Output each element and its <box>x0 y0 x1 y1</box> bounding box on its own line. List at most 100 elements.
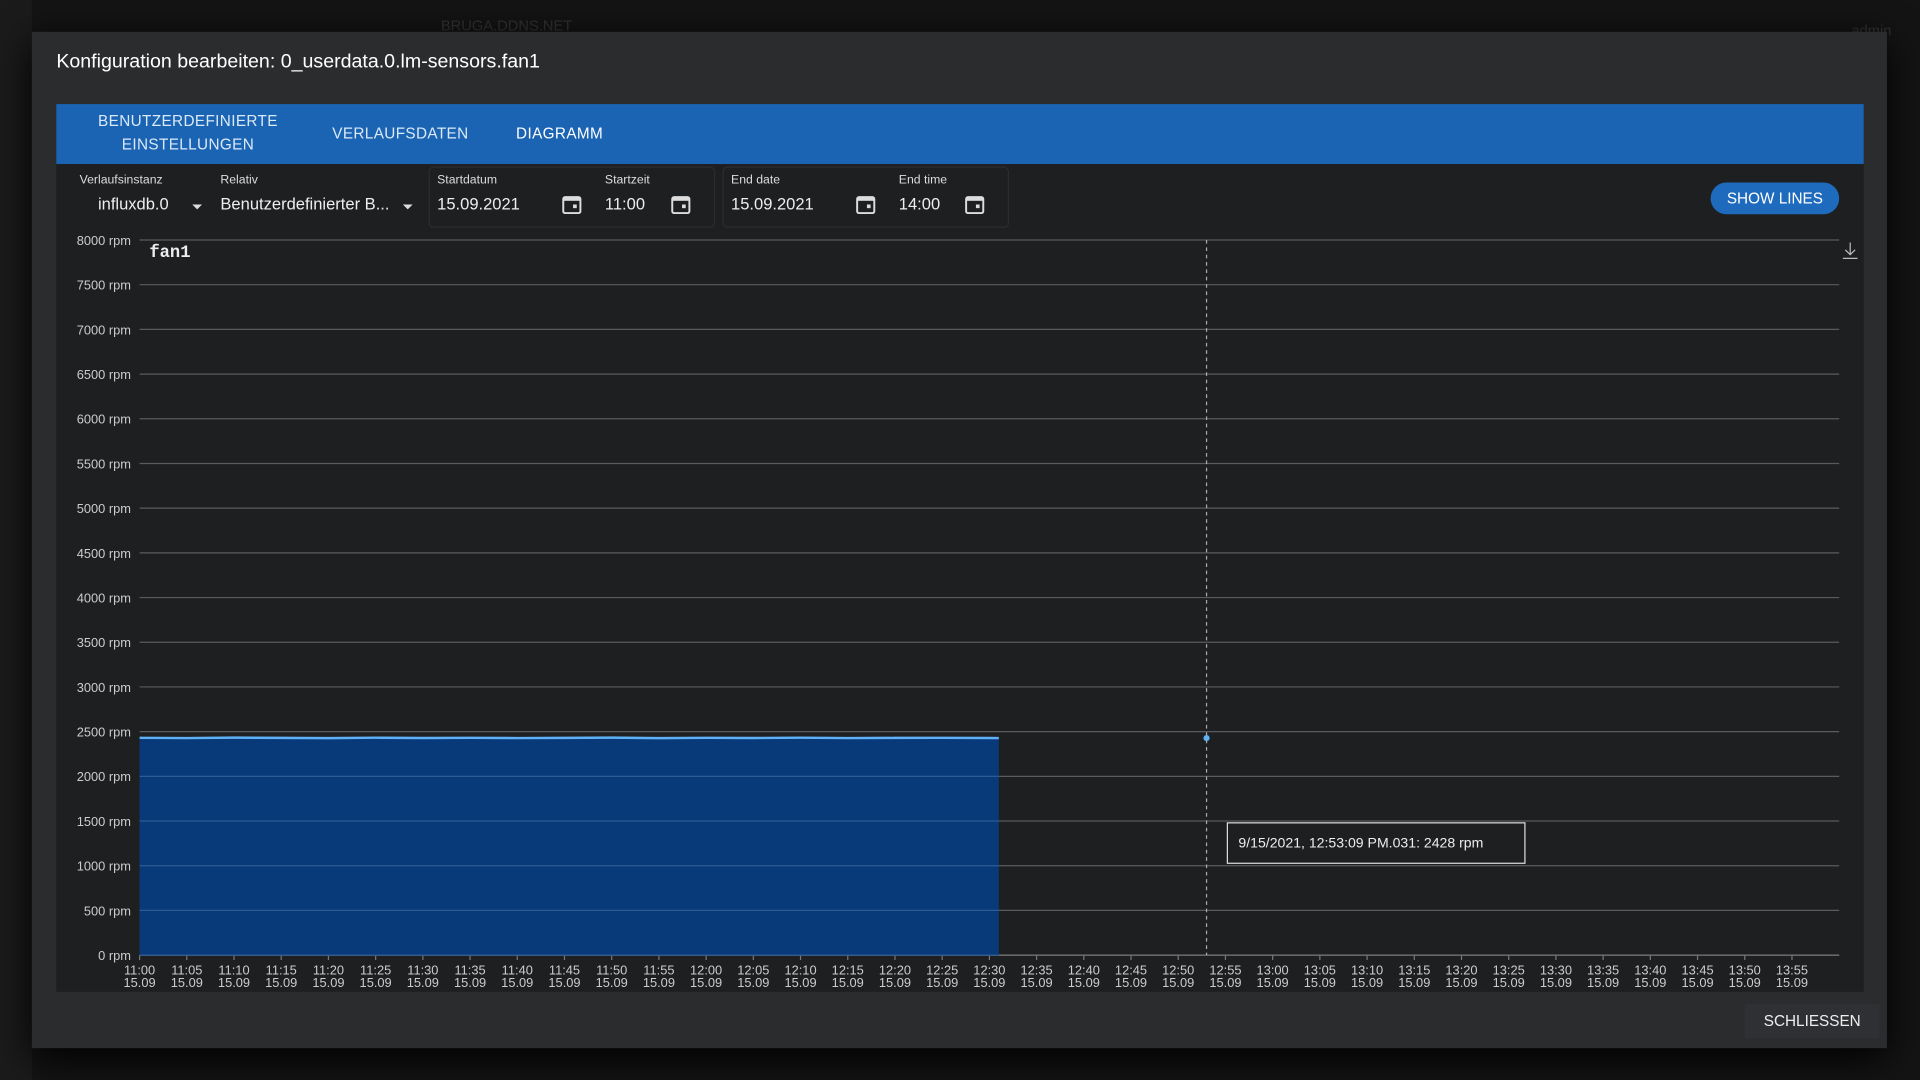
field-label: Relativ <box>220 173 258 188</box>
x-tick-label: 13:45 <box>1681 963 1713 978</box>
x-tick-label: 12:10 <box>784 963 816 978</box>
x-tick-date: 15.09 <box>1115 975 1147 990</box>
x-tick-date: 15.09 <box>407 975 439 990</box>
y-tick-label: 7500 rpm <box>77 278 131 293</box>
x-tick-date: 15.09 <box>1729 975 1761 990</box>
button-label: SCHLIESSEN <box>1763 1012 1861 1030</box>
area-line <box>139 736 999 740</box>
x-tick-label: 12:20 <box>879 963 911 978</box>
y-tick-label: 3000 rpm <box>77 680 131 695</box>
x-tick-label: 12:35 <box>1021 963 1053 978</box>
download-icon <box>1842 242 1858 259</box>
field-label: End time <box>898 173 948 188</box>
x-tick-date: 15.09 <box>360 975 392 990</box>
x-tick-date: 15.09 <box>1351 975 1383 990</box>
x-tick-date: 15.09 <box>124 975 156 990</box>
x-tick-label: 13:15 <box>1398 963 1430 978</box>
y-tick-label: 1000 rpm <box>77 859 131 874</box>
x-tick-label: 13:30 <box>1540 963 1572 978</box>
tab[interactable]: BENUTZERDEFINIERTE EINSTELLUNGEN <box>98 112 278 154</box>
x-tick-date: 15.09 <box>171 975 203 990</box>
x-tick-date: 15.09 <box>1257 975 1289 990</box>
x-tick-label: 13:05 <box>1304 963 1336 978</box>
x-tick-label: 13:10 <box>1351 963 1383 978</box>
y-tick-label: 6500 rpm <box>77 367 131 382</box>
x-tick-label: 11:05 <box>171 963 202 978</box>
field-label: Verlaufsinstanz <box>79 173 163 188</box>
tooltip-box <box>1226 822 1526 864</box>
x-tick-label: 13:20 <box>1445 963 1477 978</box>
x-tick-date: 15.09 <box>1162 975 1194 990</box>
close-button[interactable]: SCHLIESSEN <box>1744 1004 1880 1039</box>
y-tick-label: 4000 rpm <box>77 590 131 605</box>
x-tick-label: 12:25 <box>926 963 958 978</box>
x-tick-label: 12:50 <box>1162 963 1194 978</box>
x-tick-date: 15.09 <box>1681 975 1713 990</box>
field-value[interactable]: 15.09.2021 <box>437 194 520 214</box>
cursor-point <box>1203 735 1210 742</box>
y-tick-label: 0 rpm <box>98 948 131 963</box>
tab-active[interactable]: DIAGRAMM <box>516 124 604 143</box>
x-tick-label: 13:25 <box>1493 963 1525 978</box>
x-tick-date: 15.09 <box>926 975 958 990</box>
x-tick-label: 12:40 <box>1068 963 1100 978</box>
field-value[interactable]: influxdb.0 <box>97 194 169 214</box>
tab-bar: BENUTZERDEFINIERTE EINSTELLUNGEN VERLAUF… <box>56 104 1864 165</box>
y-tick-label: 8000 rpm <box>77 233 131 248</box>
tab[interactable]: VERLAUFSDATEN <box>332 124 469 143</box>
x-tick-label: 11:35 <box>454 963 485 978</box>
x-tick-date: 15.09 <box>1445 975 1477 990</box>
area-fill <box>139 737 999 956</box>
x-tick-label: 12:00 <box>690 963 722 978</box>
y-tick-label: 5000 rpm <box>77 501 131 516</box>
x-tick-label: 12:05 <box>737 963 769 978</box>
calendar-icon <box>563 197 581 201</box>
tooltip-text: 9/15/2021, 12:53:09 PM.031: 2428 rpm <box>1238 834 1483 850</box>
field-label: Startzeit <box>604 173 650 188</box>
calendar-icon <box>573 204 577 209</box>
x-tick-date: 15.09 <box>1776 975 1808 990</box>
dropdown-arrow <box>192 204 203 210</box>
x-tick-label: 13:50 <box>1729 963 1761 978</box>
x-tick-label: 11:00 <box>124 963 155 978</box>
x-tick-date: 15.09 <box>218 975 250 990</box>
x-tick-label: 11:40 <box>502 963 533 978</box>
field-value[interactable]: 14:00 <box>898 194 941 214</box>
x-tick-label: 11:20 <box>313 963 344 978</box>
x-tick-date: 15.09 <box>548 975 580 990</box>
chart: fan1 0 rpm 500 rpm 1000 rpm 1500 rpm 2000 rp… <box>77 196 1858 990</box>
y-tick-label: 2000 rpm <box>77 769 131 784</box>
dialog-title: Konfiguration bearbeiten: 0_userdata.0.l… <box>56 51 540 73</box>
x-tick-label: 11:50 <box>596 963 627 978</box>
x-tick-date: 15.09 <box>1068 975 1100 990</box>
x-tick-label: 13:35 <box>1587 963 1619 978</box>
calendar-icon <box>966 197 984 201</box>
x-tick-date: 15.09 <box>832 975 864 990</box>
field-value[interactable]: 15.09.2021 <box>731 194 814 214</box>
x-tick-date: 15.09 <box>454 975 486 990</box>
x-tick-label: 11:30 <box>407 963 438 978</box>
show-lines-button[interactable]: SHOW LINES <box>1710 182 1840 215</box>
calendar-icon <box>975 204 980 209</box>
x-tick-label: 12:55 <box>1209 963 1241 978</box>
x-tick-date: 15.09 <box>1021 975 1053 990</box>
field-value[interactable]: Benutzerdefinierter B... <box>220 194 390 214</box>
x-tick-date: 15.09 <box>312 975 344 990</box>
x-tick-date: 15.09 <box>643 975 675 990</box>
sidebar <box>0 0 32 1080</box>
x-tick-label: 13:55 <box>1776 963 1808 978</box>
x-tick-label: 13:00 <box>1257 963 1289 978</box>
x-tick-date: 15.09 <box>1587 975 1619 990</box>
field-label: Startdatum <box>437 173 498 188</box>
calendar-icon <box>672 197 690 201</box>
field-group <box>428 166 716 228</box>
x-tick-date: 15.09 <box>501 975 533 990</box>
field-value[interactable]: 11:00 <box>604 194 646 214</box>
host: BRUGA.DDNS.NET <box>440 17 573 35</box>
x-tick-label: 12:15 <box>832 963 864 978</box>
x-tick-label: 11:25 <box>360 963 391 978</box>
x-tick-date: 15.09 <box>1304 975 1336 990</box>
x-tick-date: 15.09 <box>1634 975 1666 990</box>
